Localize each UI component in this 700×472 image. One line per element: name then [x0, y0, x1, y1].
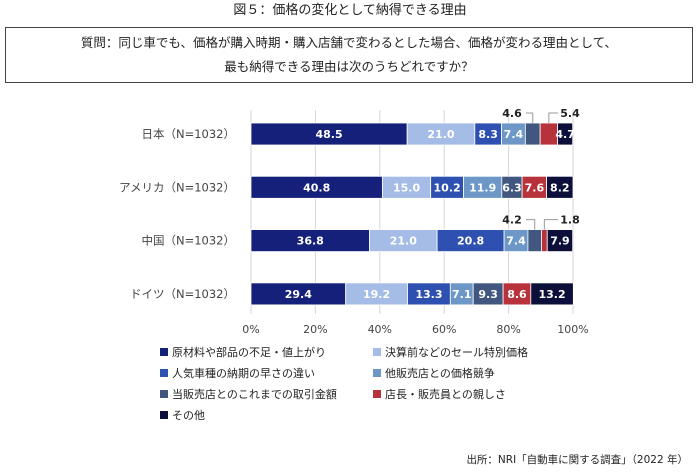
- x-tick-label: 20%: [303, 323, 327, 336]
- legend-item: 原材料や部品の不足・値上がり: [160, 345, 326, 361]
- x-tick-label: 100%: [557, 323, 588, 336]
- data-label: 19.2: [363, 288, 390, 301]
- data-label: 4.7: [555, 128, 575, 141]
- bar-segment: [546, 175, 574, 199]
- legend-label: 当販売店とのこれまでの取引金額: [172, 388, 337, 401]
- legend-item: 店長・販売員との親しさ: [373, 387, 506, 403]
- bar-segment: [527, 229, 542, 253]
- figure-title: 図５：価格の変化として納得できる理由: [233, 3, 467, 18]
- legend-label: 人気車種の納期の早さの違い: [172, 367, 315, 380]
- data-label: 29.4: [285, 288, 312, 301]
- category-label: アメリカ（N=1032）: [119, 180, 235, 194]
- legend-item: 人気車種の納期の早さの違い: [160, 366, 315, 382]
- source-note: 出所：NRI「自動車に関する調査」（2022 年）: [466, 454, 688, 466]
- legend-swatch: [160, 369, 168, 377]
- data-label: 6.3: [502, 181, 522, 194]
- legend-swatch: [373, 348, 381, 356]
- data-label: 13.2: [538, 288, 565, 301]
- legend-item: 他販売店との価格競争: [373, 366, 495, 382]
- callout-label: 4.6: [502, 107, 522, 120]
- data-label: 11.9: [469, 181, 496, 194]
- data-label: 48.5: [316, 128, 343, 141]
- callout-leader: [548, 112, 558, 123]
- data-label: 9.3: [478, 288, 498, 301]
- callout-label: 4.2: [502, 214, 522, 227]
- bar-segment: [557, 122, 574, 146]
- legend-label: 原材料や部品の不足・値上がり: [172, 346, 326, 359]
- data-label: 10.2: [434, 181, 461, 194]
- callout-leader: [526, 219, 536, 230]
- data-label: 8.2: [550, 181, 570, 194]
- data-label: 21.0: [427, 128, 454, 141]
- x-tick-label: 0%: [242, 323, 259, 336]
- data-label: 7.6: [525, 181, 545, 194]
- callout-leader: [543, 219, 558, 230]
- callout-label: 1.8: [560, 214, 580, 227]
- category-label: 中国（N=1032）: [141, 234, 235, 248]
- data-label: 40.8: [303, 181, 330, 194]
- data-label: 8.3: [478, 128, 498, 141]
- legend-swatch: [373, 390, 381, 398]
- data-label: 7.1: [452, 288, 472, 301]
- question-line-1: 質問：同じ車でも、価格が購入時期・購入店舗で変わるとした場合、価格が変わる理由と…: [80, 35, 618, 50]
- legend-item: その他: [160, 408, 205, 424]
- legend-label: その他: [172, 409, 205, 422]
- data-label: 36.8: [297, 235, 324, 248]
- category-label: 日本（N=1032）: [141, 127, 235, 141]
- x-tick-label: 80%: [496, 323, 520, 336]
- question-line-2: 最も納得できる理由は次のうちどれですか？: [224, 59, 474, 74]
- legend-swatch: [373, 369, 381, 377]
- question-box: 質問：同じ車でも、価格が購入時期・購入店舗で変わるとした場合、価格が変わる理由と…: [5, 27, 693, 83]
- legend-item: 当販売店とのこれまでの取引金額: [160, 387, 337, 403]
- data-label: 20.8: [457, 235, 484, 248]
- data-label: 15.0: [393, 181, 420, 194]
- legend-swatch: [160, 348, 168, 356]
- data-label: 7.9: [550, 235, 570, 248]
- bar-segment: [546, 229, 574, 253]
- bar-segment: [541, 229, 548, 253]
- data-label: 13.3: [415, 288, 442, 301]
- legend-swatch: [160, 390, 168, 398]
- x-tick-label: 60%: [432, 323, 456, 336]
- category-label: ドイツ（N=1032）: [130, 287, 235, 301]
- legend-label: 他販売店との価格競争: [385, 367, 495, 380]
- bar-segment: [524, 122, 541, 146]
- callout-label: 5.4: [560, 107, 580, 120]
- legend-label: 店長・販売員との親しさ: [385, 388, 506, 401]
- legend-label: 決算前などのセール特別価格: [385, 346, 528, 359]
- data-label: 8.6: [507, 288, 527, 301]
- x-tick-label: 40%: [368, 323, 392, 336]
- data-label: 21.0: [390, 235, 417, 248]
- data-label: 7.4: [504, 128, 524, 141]
- legend-swatch: [160, 411, 168, 419]
- stacked-bar-chart: 0% 20% 40% 60% 80% 100% 日本（N=1032） 48.5 21.0 8.3 7…: [119, 107, 589, 336]
- data-label: 7.4: [506, 235, 526, 248]
- bar-segment: [530, 282, 574, 306]
- legend-item: 決算前などのセール特別価格: [373, 345, 528, 361]
- callout-leader: [526, 112, 534, 123]
